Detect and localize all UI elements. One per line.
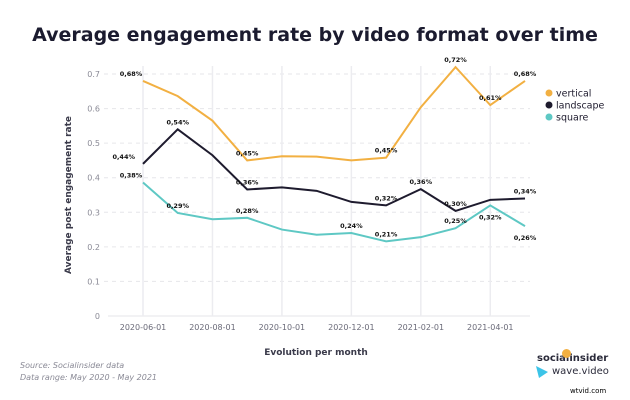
legend-marker-vertical <box>545 89 553 97</box>
y-axis-label: Average post engagement rate <box>64 116 74 274</box>
data-label-landscape: 0,34% <box>514 187 537 195</box>
data-label-vertical: 0,61% <box>479 94 502 102</box>
legend-label-landscape: landscape <box>556 101 605 112</box>
series-line-square <box>142 181 526 243</box>
watermark: wtvid.com <box>570 387 607 395</box>
y-tick-label: 0.2 <box>87 243 100 252</box>
data-label-landscape: 0,32% <box>375 194 398 202</box>
y-tick-label: 0.3 <box>87 208 100 217</box>
x-tick-label: 2020-10-01 <box>259 323 306 332</box>
data-label-vertical: 0,68% <box>120 70 143 78</box>
y-tick-label: 0.4 <box>87 174 100 183</box>
y-tick-label: 0.1 <box>87 277 100 286</box>
x-tick-label: 2020-12-01 <box>328 323 375 332</box>
data-label-square: 0,21% <box>375 230 398 238</box>
data-label-landscape: 0,54% <box>166 118 189 126</box>
data-range-note: Data range: May 2020 - May 2021 <box>20 373 157 382</box>
data-label-vertical: 0,45% <box>375 147 398 155</box>
data-label-square: 0,28% <box>236 207 259 215</box>
data-label-vertical: 0,72% <box>444 56 467 64</box>
legend-marker-square <box>545 113 553 121</box>
x-axis-label: Evolution per month <box>264 348 368 358</box>
x-tick-label: 2020-08-01 <box>189 323 236 332</box>
series-line-landscape <box>142 127 526 212</box>
data-label-square: 0,26% <box>514 234 537 242</box>
source-note: Source: Socialinsider data <box>20 361 125 370</box>
y-tick-label: 0 <box>95 312 100 321</box>
socialinsider-logo: socialinsider <box>537 353 609 364</box>
data-label-landscape: 0,44% <box>112 153 135 161</box>
data-label-square: 0,32% <box>479 213 502 221</box>
socialinsider-dot-icon <box>562 349 571 358</box>
x-tick-label: 2020-06-01 <box>120 323 167 332</box>
y-tick-label: 0.5 <box>87 139 100 148</box>
legend-label-vertical: vertical <box>556 89 591 100</box>
data-label-landscape: 0,36% <box>236 178 259 186</box>
x-tick-label: 2021-02-01 <box>398 323 445 332</box>
data-label-square: 0,25% <box>444 217 467 225</box>
legend-marker-landscape <box>545 101 553 109</box>
data-label-vertical: 0,68% <box>514 70 537 78</box>
x-tick-label: 2021-04-01 <box>467 323 514 332</box>
chart-title: Average engagement rate by video format … <box>32 24 598 46</box>
data-label-landscape: 0,30% <box>444 200 467 208</box>
legend-label-square: square <box>556 113 589 124</box>
y-tick-label: 0.7 <box>87 70 100 79</box>
series-line-vertical <box>142 65 526 162</box>
data-label-square: 0,29% <box>166 202 189 210</box>
data-label-landscape: 0,36% <box>410 178 433 186</box>
y-tick-label: 0.6 <box>87 105 100 114</box>
wavevideo-play-icon <box>536 366 548 378</box>
data-label-square: 0,24% <box>340 222 363 230</box>
data-label-vertical: 0,45% <box>236 149 259 157</box>
data-label-square: 0,38% <box>120 172 143 180</box>
wavevideo-logo: wave.video <box>552 366 609 377</box>
